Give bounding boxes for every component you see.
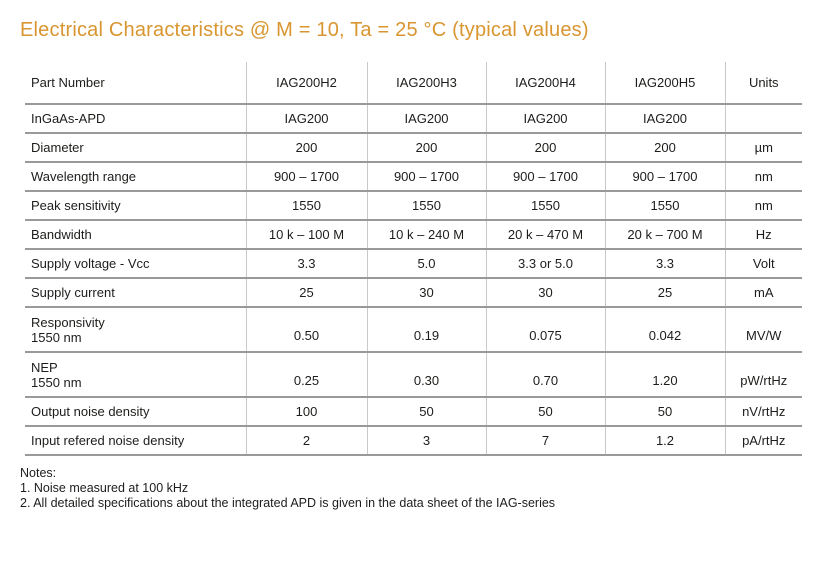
row-unit: Volt xyxy=(724,249,802,279)
spec-table: Part Number IAG200H2 IAG200H3 IAG200H4 I… xyxy=(25,62,802,456)
col-header-iag200h3: IAG200H3 xyxy=(366,62,486,105)
table-row: Bandwidth 10 k – 100 M 10 k – 240 M 20 k – … xyxy=(25,220,802,250)
row-unit: nm xyxy=(724,162,802,192)
spec-table-body: InGaAs-APD IAG200 IAG200 IAG200 IAG200 Diamet… xyxy=(25,104,802,456)
row-unit xyxy=(724,104,802,134)
cell-value: 50 xyxy=(366,397,486,427)
col-header-units: Units xyxy=(724,62,802,105)
row-label: Bandwidth xyxy=(25,220,246,250)
row-label: Wavelength range xyxy=(25,162,246,192)
cell-value: IAG200 xyxy=(485,104,605,134)
cell-value: 1550 xyxy=(366,191,486,221)
cell-value: 20 k – 470 M xyxy=(485,220,605,250)
cell-value: 900 – 1700 xyxy=(604,162,725,192)
col-header-iag200h2: IAG200H2 xyxy=(245,62,367,105)
cell-value: 3 xyxy=(366,426,486,456)
row-label: Responsivity 1550 nm xyxy=(25,307,246,353)
notes-section: Notes: 1. Noise measured at 100 kHz 2. A… xyxy=(20,466,555,511)
col-header-iag200h4: IAG200H4 xyxy=(485,62,605,105)
row-unit: µm xyxy=(724,133,802,163)
cell-value: 1550 xyxy=(245,191,367,221)
cell-value: 1550 xyxy=(604,191,725,221)
table-row: Output noise density 100 50 50 50 nV/rtHz xyxy=(25,397,802,427)
cell-value: 50 xyxy=(604,397,725,427)
cell-value: 0.19 xyxy=(366,307,486,353)
row-unit: nV/rtHz xyxy=(724,397,802,427)
cell-value: 30 xyxy=(366,278,486,308)
table-row: Wavelength range 900 – 1700 900 – 1700 900 … xyxy=(25,162,802,192)
cell-value: 50 xyxy=(485,397,605,427)
note-item-2: 2. All detailed specifications about the… xyxy=(20,496,556,510)
table-row: Supply current 25 30 30 25 mA xyxy=(25,278,802,308)
row-label: Peak sensitivity xyxy=(25,191,246,221)
cell-value: 10 k – 240 M xyxy=(366,220,486,250)
row-label: NEP 1550 nm xyxy=(25,352,246,398)
row-label: Supply voltage - Vcc xyxy=(25,249,246,279)
cell-value: 5.0 xyxy=(366,249,486,279)
row-label: InGaAs-APD xyxy=(25,104,246,134)
cell-value: 25 xyxy=(245,278,367,308)
cell-value: 3.3 or 5.0 xyxy=(485,249,605,279)
row-label: Input refered noise density xyxy=(25,426,246,456)
cell-value: 200 xyxy=(485,133,605,163)
notes-heading: Notes: xyxy=(20,466,57,480)
cell-value: 200 xyxy=(366,133,486,163)
row-label: Diameter xyxy=(25,133,246,163)
cell-value: 0.50 xyxy=(245,307,367,353)
cell-value: 200 xyxy=(245,133,367,163)
row-label: Supply current xyxy=(25,278,246,308)
cell-value: 3.3 xyxy=(604,249,725,279)
cell-value: 1550 xyxy=(485,191,605,221)
cell-value: 0.70 xyxy=(485,352,605,398)
table-row: Responsivity 1550 nm 0.50 0.19 0.075 0.042 MV… xyxy=(25,307,802,353)
cell-value: 25 xyxy=(604,278,725,308)
cell-value: 0.25 xyxy=(245,352,367,398)
table-row: Input refered noise density 2 3 7 1.2 pA/rtHz xyxy=(25,426,802,456)
cell-value: 10 k – 100 M xyxy=(245,220,367,250)
cell-value: 900 – 1700 xyxy=(485,162,605,192)
note-item-1: 1. Noise measured at 100 kHz xyxy=(20,481,189,495)
cell-value: IAG200 xyxy=(604,104,725,134)
row-unit: Hz xyxy=(724,220,802,250)
spec-table-header: Part Number IAG200H2 IAG200H3 IAG200H4 I… xyxy=(25,62,802,105)
cell-value: 900 – 1700 xyxy=(366,162,486,192)
row-label: Output noise density xyxy=(25,397,246,427)
table-row: Peak sensitivity 1550 1550 1550 1550 nm xyxy=(25,191,802,221)
cell-value: 20 k – 700 M xyxy=(604,220,725,250)
cell-value: 900 – 1700 xyxy=(245,162,367,192)
cell-value: 0.042 xyxy=(604,307,725,353)
cell-value: 1.2 xyxy=(604,426,725,456)
page-title: Electrical Characteristics @ M = 10, Ta … xyxy=(20,19,589,41)
cell-value: 2 xyxy=(245,426,367,456)
table-row: InGaAs-APD IAG200 IAG200 IAG200 IAG200 xyxy=(25,104,802,134)
row-unit: pW/rtHz xyxy=(724,352,802,398)
row-unit: MV/W xyxy=(724,307,802,353)
table-row: Supply voltage - Vcc 3.3 5.0 3.3 or 5.0 3.3 V… xyxy=(25,249,802,279)
cell-value: 3.3 xyxy=(245,249,367,279)
cell-value: 1.20 xyxy=(604,352,725,398)
cell-value: 0.30 xyxy=(366,352,486,398)
table-row: NEP 1550 nm 0.25 0.30 0.70 1.20 pW/rtHz xyxy=(25,352,802,398)
header-row: Part Number IAG200H2 IAG200H3 IAG200H4 I… xyxy=(25,62,802,105)
cell-value: 0.075 xyxy=(485,307,605,353)
cell-value: 200 xyxy=(604,133,725,163)
col-header-part-number: Part Number xyxy=(25,62,246,105)
cell-value: 7 xyxy=(485,426,605,456)
table-row: Diameter 200 200 200 200 µm xyxy=(25,133,802,163)
cell-value: 100 xyxy=(245,397,367,427)
col-header-iag200h5: IAG200H5 xyxy=(604,62,725,105)
row-unit: nm xyxy=(724,191,802,221)
row-unit: mA xyxy=(724,278,802,308)
row-unit: pA/rtHz xyxy=(724,426,802,456)
cell-value: IAG200 xyxy=(245,104,367,134)
cell-value: 30 xyxy=(485,278,605,308)
cell-value: IAG200 xyxy=(366,104,486,134)
